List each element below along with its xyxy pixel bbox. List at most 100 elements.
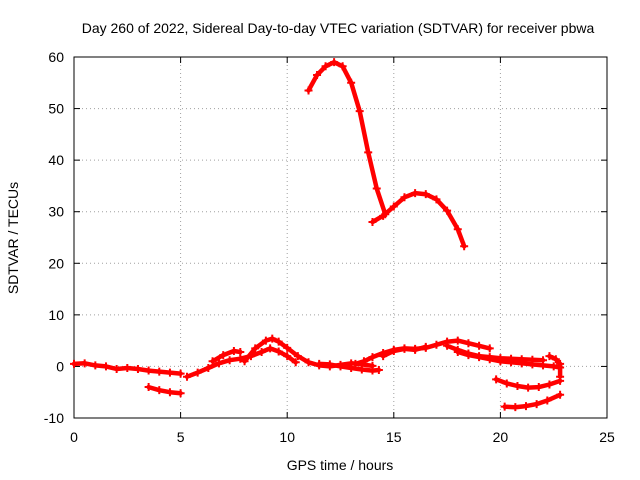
data-point — [524, 383, 533, 392]
data-point — [204, 363, 213, 372]
data-point — [359, 357, 368, 366]
data-point — [236, 347, 245, 356]
data-point — [368, 218, 377, 227]
series-arc-11 — [492, 375, 565, 392]
data-point — [123, 363, 132, 372]
data-point — [336, 362, 345, 371]
data-point — [193, 368, 202, 377]
data-point — [347, 363, 356, 372]
data-point — [165, 368, 174, 377]
data-point — [321, 62, 330, 71]
data-point — [543, 396, 552, 405]
x-tick-label: 10 — [279, 429, 295, 445]
data-point — [511, 403, 520, 412]
data-point — [464, 339, 473, 348]
data-point — [532, 400, 541, 409]
data-point — [80, 359, 89, 368]
data-point — [400, 193, 409, 202]
chart-title: Day 260 of 2022, Sidereal Day-to-day VTE… — [82, 20, 595, 36]
data-point — [133, 365, 142, 374]
series-arc-3 — [182, 344, 300, 381]
data-point — [236, 354, 245, 363]
data-point — [389, 346, 398, 355]
data-point — [549, 362, 558, 371]
data-point — [240, 357, 249, 366]
data-point — [251, 344, 260, 353]
series-line — [306, 59, 388, 217]
data-point — [304, 358, 313, 367]
data-point — [432, 340, 441, 349]
data-point — [364, 148, 373, 157]
data-point — [411, 345, 420, 354]
series-arc-14 — [304, 58, 390, 219]
data-series — [70, 58, 565, 412]
data-point — [475, 353, 484, 362]
data-point — [534, 383, 543, 392]
data-point — [214, 359, 223, 368]
data-point — [443, 341, 452, 350]
series-line — [146, 384, 183, 396]
x-tick-label: 5 — [177, 429, 185, 445]
data-point — [330, 58, 339, 67]
data-point — [208, 357, 217, 366]
series-arc-10 — [453, 347, 565, 372]
data-point — [507, 358, 516, 367]
data-point — [500, 402, 509, 411]
data-point — [400, 344, 409, 353]
data-point — [432, 195, 441, 204]
data-point — [545, 380, 554, 389]
data-point — [155, 386, 164, 395]
data-point — [421, 342, 430, 351]
data-point — [355, 107, 364, 116]
data-point — [556, 359, 565, 368]
y-tick-label: 40 — [48, 152, 64, 168]
data-point — [492, 375, 501, 384]
data-point — [374, 366, 383, 375]
data-point — [219, 351, 228, 360]
data-point — [351, 359, 360, 368]
data-point — [315, 359, 324, 368]
data-point — [176, 389, 185, 398]
x-tick-label: 15 — [386, 429, 402, 445]
data-point — [411, 189, 420, 198]
data-point — [464, 351, 473, 360]
series-arc-15 — [368, 189, 469, 251]
y-tick-label: 20 — [48, 255, 64, 271]
data-point — [460, 242, 469, 251]
data-point — [502, 379, 511, 388]
series-arc-4 — [208, 346, 245, 366]
series-arc-13 — [545, 352, 565, 381]
y-tick-label: 10 — [48, 307, 64, 323]
y-tick-label: 30 — [48, 204, 64, 220]
data-point — [517, 359, 526, 368]
data-point — [485, 355, 494, 364]
data-point — [291, 358, 300, 367]
axis-ticks: 0 5 10 15 20 25 -10 0 10 20 30 40 50 60 — [44, 49, 615, 445]
x-axis-label: GPS time / hours — [287, 457, 394, 473]
data-point — [485, 344, 494, 353]
data-point — [70, 359, 78, 368]
data-point — [182, 372, 191, 381]
data-point — [372, 184, 381, 193]
data-point — [453, 347, 462, 356]
data-point — [266, 344, 275, 353]
data-point — [293, 352, 302, 361]
data-point — [368, 353, 377, 362]
series-line — [502, 392, 563, 410]
data-point — [521, 402, 530, 411]
data-point — [325, 360, 334, 369]
data-point — [283, 343, 292, 352]
data-point — [528, 360, 537, 369]
data-point — [274, 347, 283, 356]
series-arc-6 — [315, 359, 383, 375]
data-point — [155, 367, 164, 376]
data-point — [144, 383, 153, 392]
data-point — [389, 202, 398, 211]
data-point — [176, 369, 185, 378]
y-tick-label: 0 — [56, 358, 64, 374]
data-point — [421, 190, 430, 199]
x-tick-label: 25 — [599, 429, 615, 445]
data-point — [261, 336, 270, 345]
data-point — [313, 71, 322, 80]
